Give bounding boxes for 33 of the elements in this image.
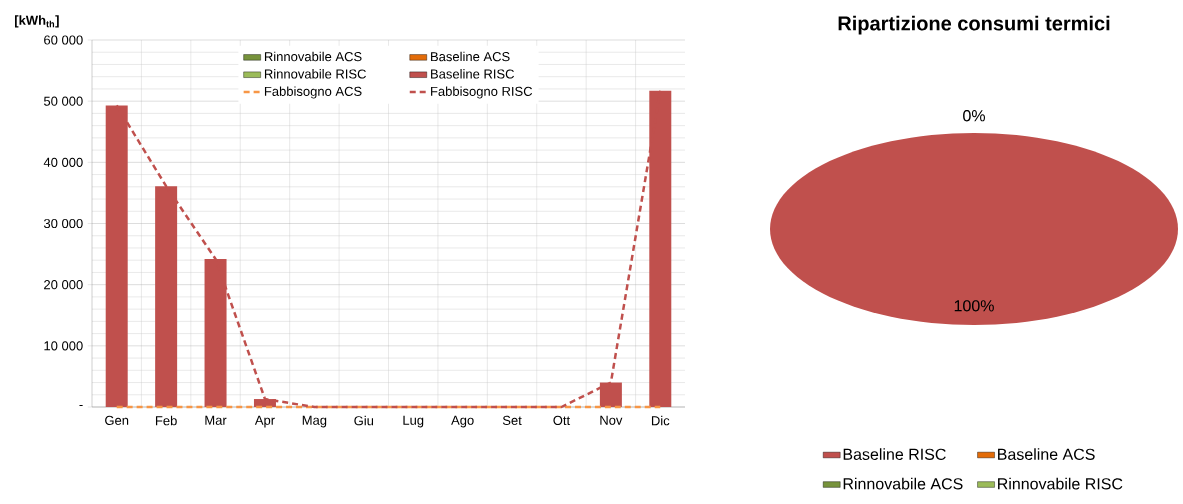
data-label: 100%: [954, 300, 994, 312]
legend-label: Rinnovabile RISC: [264, 69, 366, 79]
x-tick-label: Dic: [651, 415, 670, 426]
y-tick-label: 60 000: [44, 35, 83, 45]
y-tick-label: 50 000: [43, 96, 83, 106]
legend-label: Baseline RISC: [843, 448, 946, 460]
legend-label: Fabbisogno ACS: [264, 86, 362, 99]
y-tick-label: 10 000: [44, 341, 83, 351]
x-tick-label: Giu: [354, 415, 374, 426]
y-tick-label: -: [79, 405, 83, 407]
legend-label: Baseline ACS: [431, 51, 510, 62]
legend-label: Baseline RISC: [431, 69, 515, 79]
y-tick-label: 30 000: [43, 218, 83, 229]
y-axis-title: [kWh$_{th}$]: [15, 15, 59, 28]
text: 0%: [963, 110, 985, 122]
legend-label: Fabbisogno RISC: [431, 86, 533, 99]
x-tick-label: Mar: [205, 415, 227, 425]
x-tick-label: Apr: [254, 415, 275, 428]
x-tick-label: Ott: [553, 415, 571, 425]
x-tick-label: Mag: [302, 415, 327, 428]
y-tick-label: 40 000: [43, 157, 83, 167]
x-tick-label: Lug: [403, 415, 424, 428]
x-tick-label: Ago: [451, 415, 474, 428]
y-tick-label: 20 000: [44, 280, 83, 290]
legend-label: Baseline ACS: [998, 448, 1095, 460]
x-tick-label: Feb: [155, 415, 177, 426]
x-tick-label: Set: [502, 415, 522, 425]
legend-label: Rinnovabile ACS: [843, 477, 963, 490]
x-tick-label: Gen: [105, 415, 129, 425]
x-tick-label: Nov: [600, 415, 623, 425]
legend-label: Rinnovabile RISC: [998, 477, 1123, 490]
legend-label: Rinnovabile ACS: [264, 51, 362, 62]
chart-title: Ripartizione consumi termici: [838, 15, 1110, 35]
